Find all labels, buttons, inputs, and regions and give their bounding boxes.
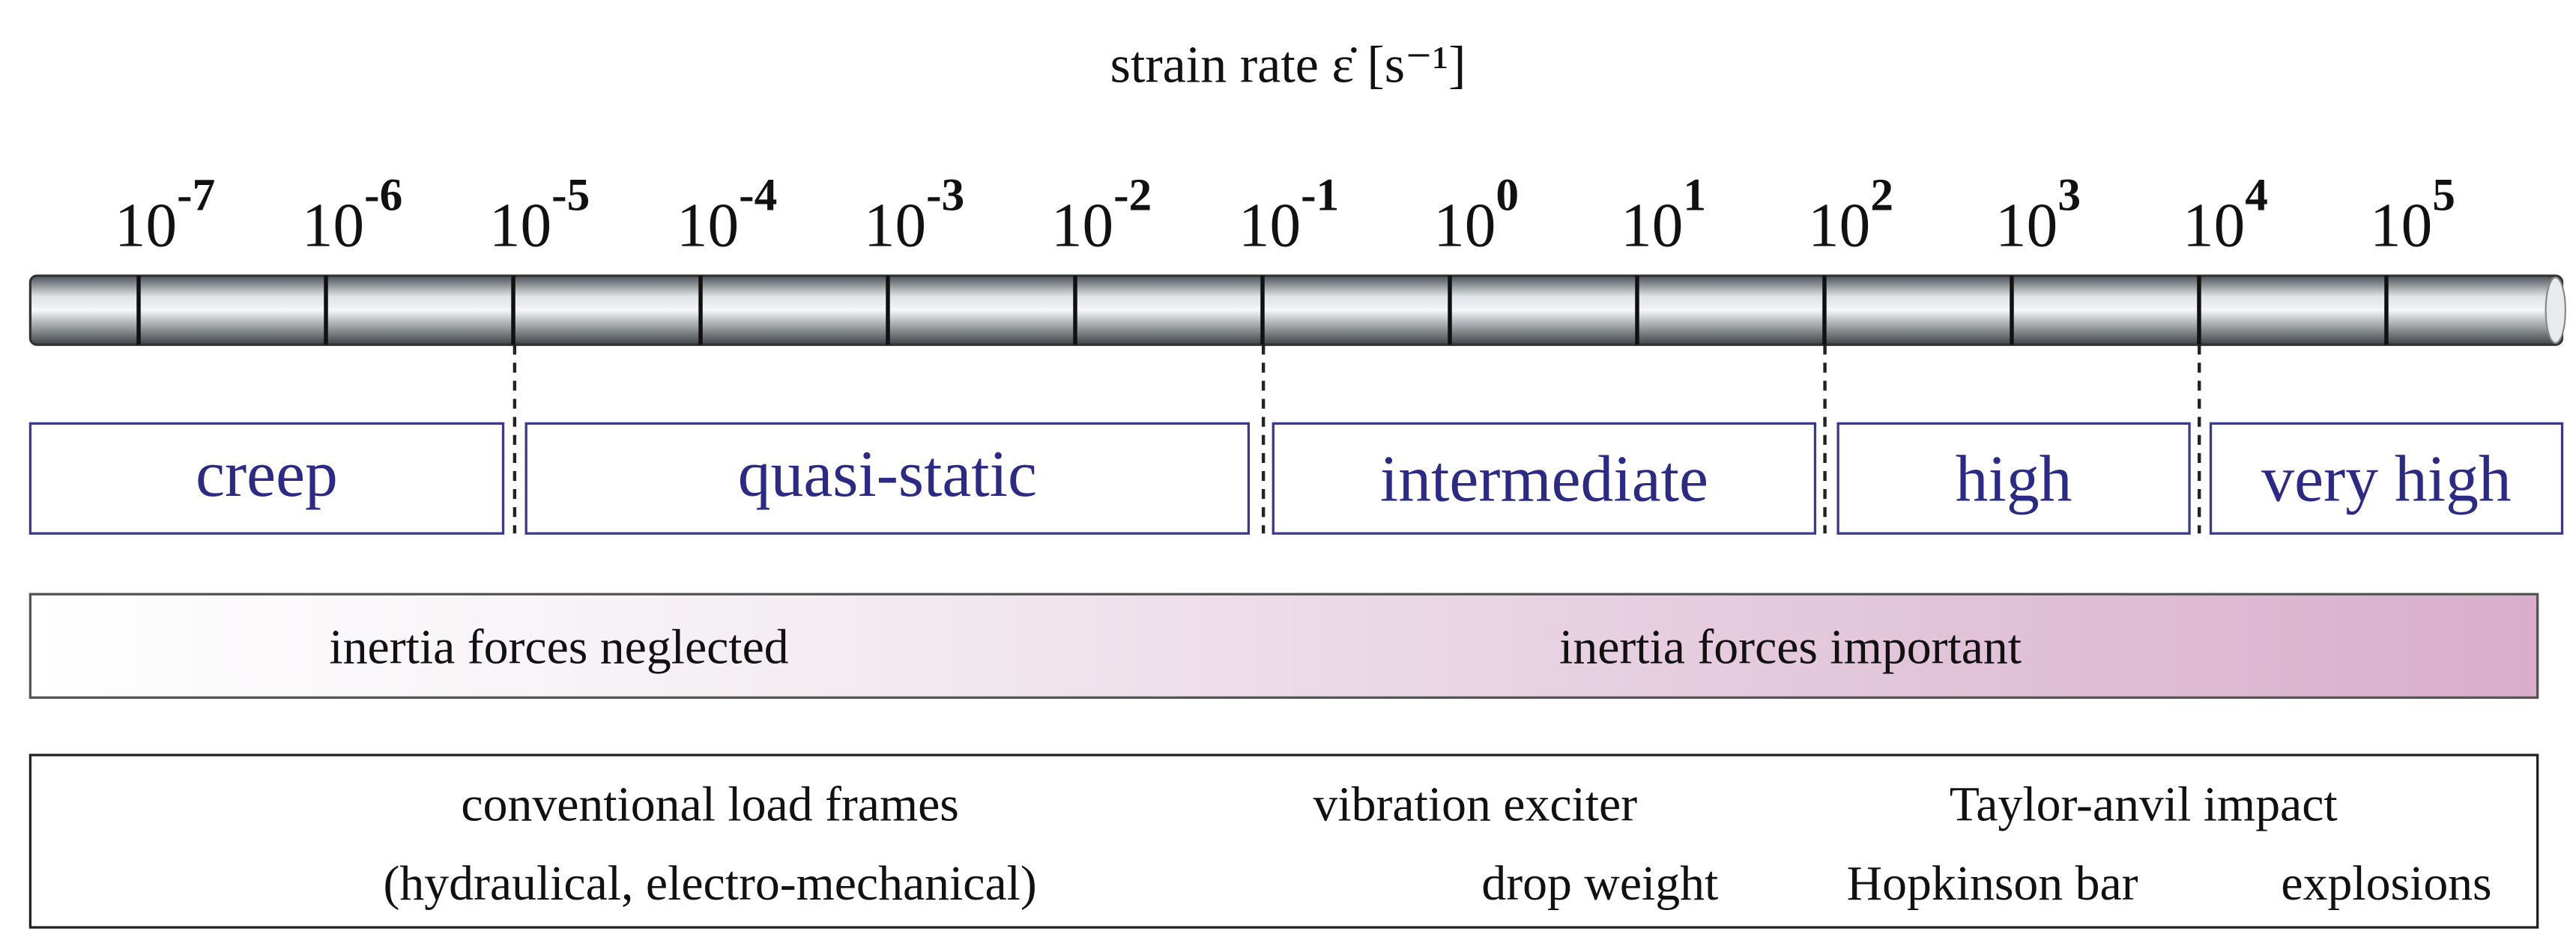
tick-base: 10 [1808, 192, 1870, 261]
tick-exponent: 5 [2432, 169, 2455, 220]
tick-exponent: 2 [1870, 169, 1893, 220]
tick-label: 10-1 [1239, 169, 1339, 260]
tick-exponent: -5 [551, 169, 590, 220]
tick-label: 100 [1433, 169, 1519, 260]
tick-label: 103 [1995, 169, 2081, 260]
tick-label: 102 [1808, 169, 1893, 260]
tick-exponent: -3 [926, 169, 964, 220]
method: vibration exciter [1313, 777, 1638, 832]
inertia-label: inertia forces important [1559, 619, 2022, 674]
method: conventional load frames [461, 777, 958, 832]
method: (hydraulical, electro-mechanical) [383, 856, 1036, 911]
regime-box [2209, 422, 2564, 535]
regime-label: high [1956, 442, 2072, 515]
tick-label: 104 [2183, 169, 2268, 260]
tick-exponent: -6 [364, 169, 402, 220]
tick-exponent: 3 [2058, 169, 2081, 220]
tick-base: 10 [489, 192, 551, 261]
inertia-label: inertia forces neglected [329, 619, 788, 674]
tick-label: 10-5 [489, 169, 590, 260]
tick-exponent: -4 [739, 169, 777, 220]
inertia-bar [28, 592, 2539, 699]
regime-label: intermediate [1380, 442, 1708, 515]
regime-label: very high [2261, 442, 2511, 515]
tick-base: 10 [1239, 192, 1301, 261]
tick-exponent: -1 [1301, 169, 1339, 220]
tick-base: 10 [302, 192, 364, 261]
tick-base: 10 [2183, 192, 2245, 261]
regime-label: creep [196, 437, 338, 510]
tick-base: 10 [2370, 192, 2432, 261]
regime-box [524, 422, 1251, 535]
rod-end [2545, 276, 2566, 345]
method: Taylor-anvil impact [1950, 777, 2338, 832]
tick-label: 10-6 [302, 169, 402, 260]
tick-labels: 10-7 10-6 10-5 10-4 10-3 10-2 10-1 100 101 102 103… [115, 169, 2455, 260]
tick-exponent: 1 [1683, 169, 1706, 220]
tick-exponent: 4 [2245, 169, 2268, 220]
methods-box [28, 754, 2539, 929]
rod-dividers [136, 276, 2389, 345]
tick-base: 10 [1433, 192, 1496, 261]
regime-box [1836, 422, 2191, 535]
tick-exponent: -2 [1113, 169, 1152, 220]
tick-label: 10-7 [115, 169, 215, 260]
regime-box [1272, 422, 1817, 535]
regime-box [28, 422, 505, 535]
tick-label: 101 [1621, 169, 1706, 260]
tick-label: 10-4 [677, 169, 777, 260]
regime-label: quasi-static [738, 437, 1037, 510]
tick-base: 10 [677, 192, 739, 261]
method: Hopkinson bar [1847, 856, 2138, 911]
tick-base: 10 [115, 192, 177, 261]
tick-base: 10 [1051, 192, 1113, 261]
tick-base: 10 [864, 192, 926, 261]
tick-label: 105 [2370, 169, 2455, 260]
title: strain rate ε̇ [s⁻¹] [1110, 37, 1466, 94]
method: drop weight [1481, 856, 1718, 911]
tick-label: 10-3 [864, 169, 964, 260]
tick-base: 10 [1995, 192, 2058, 261]
tick-base: 10 [1621, 192, 1683, 261]
tick-exponent: -7 [177, 169, 215, 220]
method: explosions [2281, 856, 2491, 911]
tick-label: 10-2 [1051, 169, 1152, 260]
axis-rod [28, 274, 2564, 346]
tick-exponent: 0 [1496, 169, 1519, 220]
